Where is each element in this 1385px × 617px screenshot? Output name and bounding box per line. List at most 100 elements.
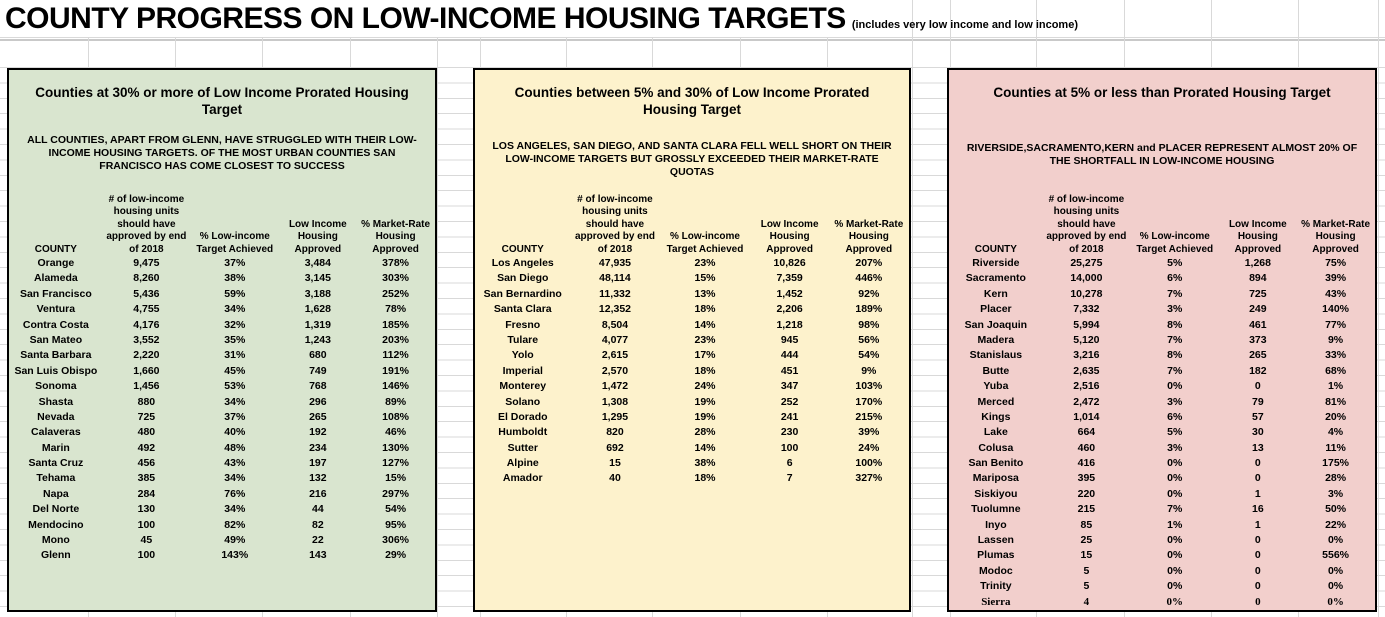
value-cell[interactable]: 23% (694, 257, 716, 269)
value-cell[interactable]: 3,552 (133, 333, 160, 346)
value-cell[interactable]: 5% (1167, 426, 1183, 439)
value-cell[interactable]: 5 (1083, 564, 1090, 577)
value-cell[interactable]: 5 (1083, 580, 1090, 593)
value-cell[interactable]: 85 (1080, 518, 1093, 531)
value-cell[interactable]: 112% (382, 349, 409, 362)
value-cell[interactable]: 28% (694, 426, 716, 439)
value-cell[interactable]: 38% (694, 457, 716, 470)
value-cell[interactable]: 252% (382, 287, 409, 300)
value-cell[interactable]: 140% (1322, 303, 1349, 316)
county-cell[interactable]: Monterey (499, 380, 547, 393)
value-cell[interactable]: 446% (855, 272, 883, 285)
value-cell[interactable]: 5,436 (133, 287, 160, 300)
county-cell[interactable]: Sacramento (965, 272, 1026, 285)
value-cell[interactable]: 6% (1167, 272, 1183, 285)
value-cell[interactable]: 33% (1325, 349, 1347, 362)
value-cell[interactable]: 48% (224, 441, 246, 454)
column-header[interactable]: % Low-income Target Achieved (1136, 231, 1214, 255)
value-cell[interactable]: 306% (382, 534, 409, 547)
county-cell[interactable]: Santa Clara (493, 303, 552, 316)
county-cell[interactable]: Tuolumne (971, 503, 1021, 516)
county-cell[interactable]: Orange (37, 257, 75, 269)
value-cell[interactable]: 0 (1254, 549, 1261, 562)
value-cell[interactable]: 0% (1167, 549, 1183, 562)
column-header[interactable]: COUNTY (501, 243, 544, 255)
county-cell[interactable]: Imperial (502, 364, 543, 377)
value-cell[interactable]: 6% (1167, 410, 1183, 423)
value-cell[interactable]: 13 (1251, 441, 1264, 454)
value-cell[interactable]: 19% (694, 395, 716, 408)
value-cell[interactable]: 378% (382, 257, 409, 269)
value-cell[interactable]: 0 (1255, 595, 1261, 608)
value-cell[interactable]: 385 (137, 472, 156, 485)
value-cell[interactable]: 127% (382, 457, 409, 470)
value-cell[interactable]: 18% (694, 303, 716, 316)
value-cell[interactable]: 23% (694, 333, 716, 346)
column-header[interactable]: Low Income Housing Approved (760, 218, 819, 255)
value-cell[interactable]: 0% (1167, 487, 1183, 500)
value-cell[interactable]: 9% (1327, 333, 1344, 346)
value-cell[interactable]: 130% (382, 441, 409, 454)
county-cell[interactable]: Kings (981, 410, 1011, 423)
value-cell[interactable]: 16 (1251, 503, 1264, 516)
value-cell[interactable]: 28% (1325, 472, 1347, 485)
value-cell[interactable]: 0% (1327, 580, 1344, 593)
column-header[interactable]: # of low-income housing units should hav… (1046, 193, 1127, 255)
value-cell[interactable]: 8,260 (133, 272, 160, 285)
column-header[interactable]: % Low-income Target Achieved (196, 231, 274, 255)
value-cell[interactable]: 77% (1325, 318, 1347, 331)
county-cell[interactable]: Riverside (972, 257, 1020, 269)
value-cell[interactable]: 0 (1254, 380, 1261, 393)
value-cell[interactable]: 692 (606, 441, 624, 454)
value-cell[interactable]: 56% (858, 333, 880, 346)
value-cell[interactable]: 395 (1077, 472, 1096, 485)
value-cell[interactable]: 25,275 (1070, 257, 1103, 269)
value-cell[interactable]: 5,120 (1073, 333, 1100, 346)
value-cell[interactable]: 230 (780, 426, 799, 439)
value-cell[interactable]: 2,615 (601, 349, 629, 362)
county-cell[interactable]: Santa Barbara (20, 349, 92, 362)
value-cell[interactable]: 347 (780, 380, 799, 393)
county-cell[interactable]: Glenn (40, 549, 71, 562)
value-cell[interactable]: 5,994 (1073, 318, 1100, 331)
value-cell[interactable]: 34% (224, 503, 246, 516)
value-cell[interactable]: 215 (1077, 503, 1096, 516)
value-cell[interactable]: 79 (1251, 395, 1264, 408)
value-cell[interactable]: 78% (385, 303, 407, 316)
value-cell[interactable]: 945 (780, 333, 799, 346)
value-cell[interactable]: 3% (1327, 487, 1344, 500)
value-cell[interactable]: 10,278 (1070, 287, 1103, 300)
value-cell[interactable]: 9% (861, 364, 877, 377)
value-cell[interactable]: 8% (1167, 318, 1183, 331)
value-cell[interactable]: 461 (1249, 318, 1267, 331)
value-cell[interactable]: 220 (1077, 487, 1096, 500)
county-cell[interactable]: Shasta (38, 395, 74, 408)
value-cell[interactable]: 0% (1327, 534, 1344, 547)
value-cell[interactable]: 296 (309, 395, 327, 408)
value-cell[interactable]: 68% (1325, 364, 1347, 377)
county-cell[interactable]: Placer (980, 303, 1012, 316)
value-cell[interactable]: 14% (694, 441, 716, 454)
value-cell[interactable]: 297% (382, 487, 409, 500)
value-cell[interactable]: 37% (224, 257, 246, 269)
county-cell[interactable]: Siskiyou (974, 487, 1018, 500)
value-cell[interactable]: 1,014 (1073, 410, 1100, 423)
value-cell[interactable]: 1,218 (776, 318, 803, 331)
value-cell[interactable]: 0% (1167, 534, 1183, 547)
column-header[interactable]: Low Income Housing Approved (288, 218, 347, 255)
value-cell[interactable]: 4,077 (601, 333, 629, 346)
column-header[interactable]: % Market-Rate Housing Approved (1301, 218, 1371, 255)
value-cell[interactable]: 14% (694, 318, 716, 331)
value-cell[interactable]: 48,114 (599, 272, 631, 285)
value-cell[interactable]: 15% (694, 272, 716, 285)
value-cell[interactable]: 189% (855, 303, 883, 316)
value-cell[interactable]: 57 (1251, 410, 1264, 423)
value-cell[interactable]: 34% (224, 395, 246, 408)
value-cell[interactable]: 252 (780, 395, 799, 408)
value-cell[interactable]: 18% (694, 364, 716, 377)
value-cell[interactable]: 31% (224, 349, 246, 362)
value-cell[interactable]: 100% (855, 457, 883, 470)
value-cell[interactable]: 216 (309, 487, 327, 500)
value-cell[interactable]: 30 (1251, 426, 1264, 439)
value-cell[interactable]: 17% (694, 349, 716, 362)
